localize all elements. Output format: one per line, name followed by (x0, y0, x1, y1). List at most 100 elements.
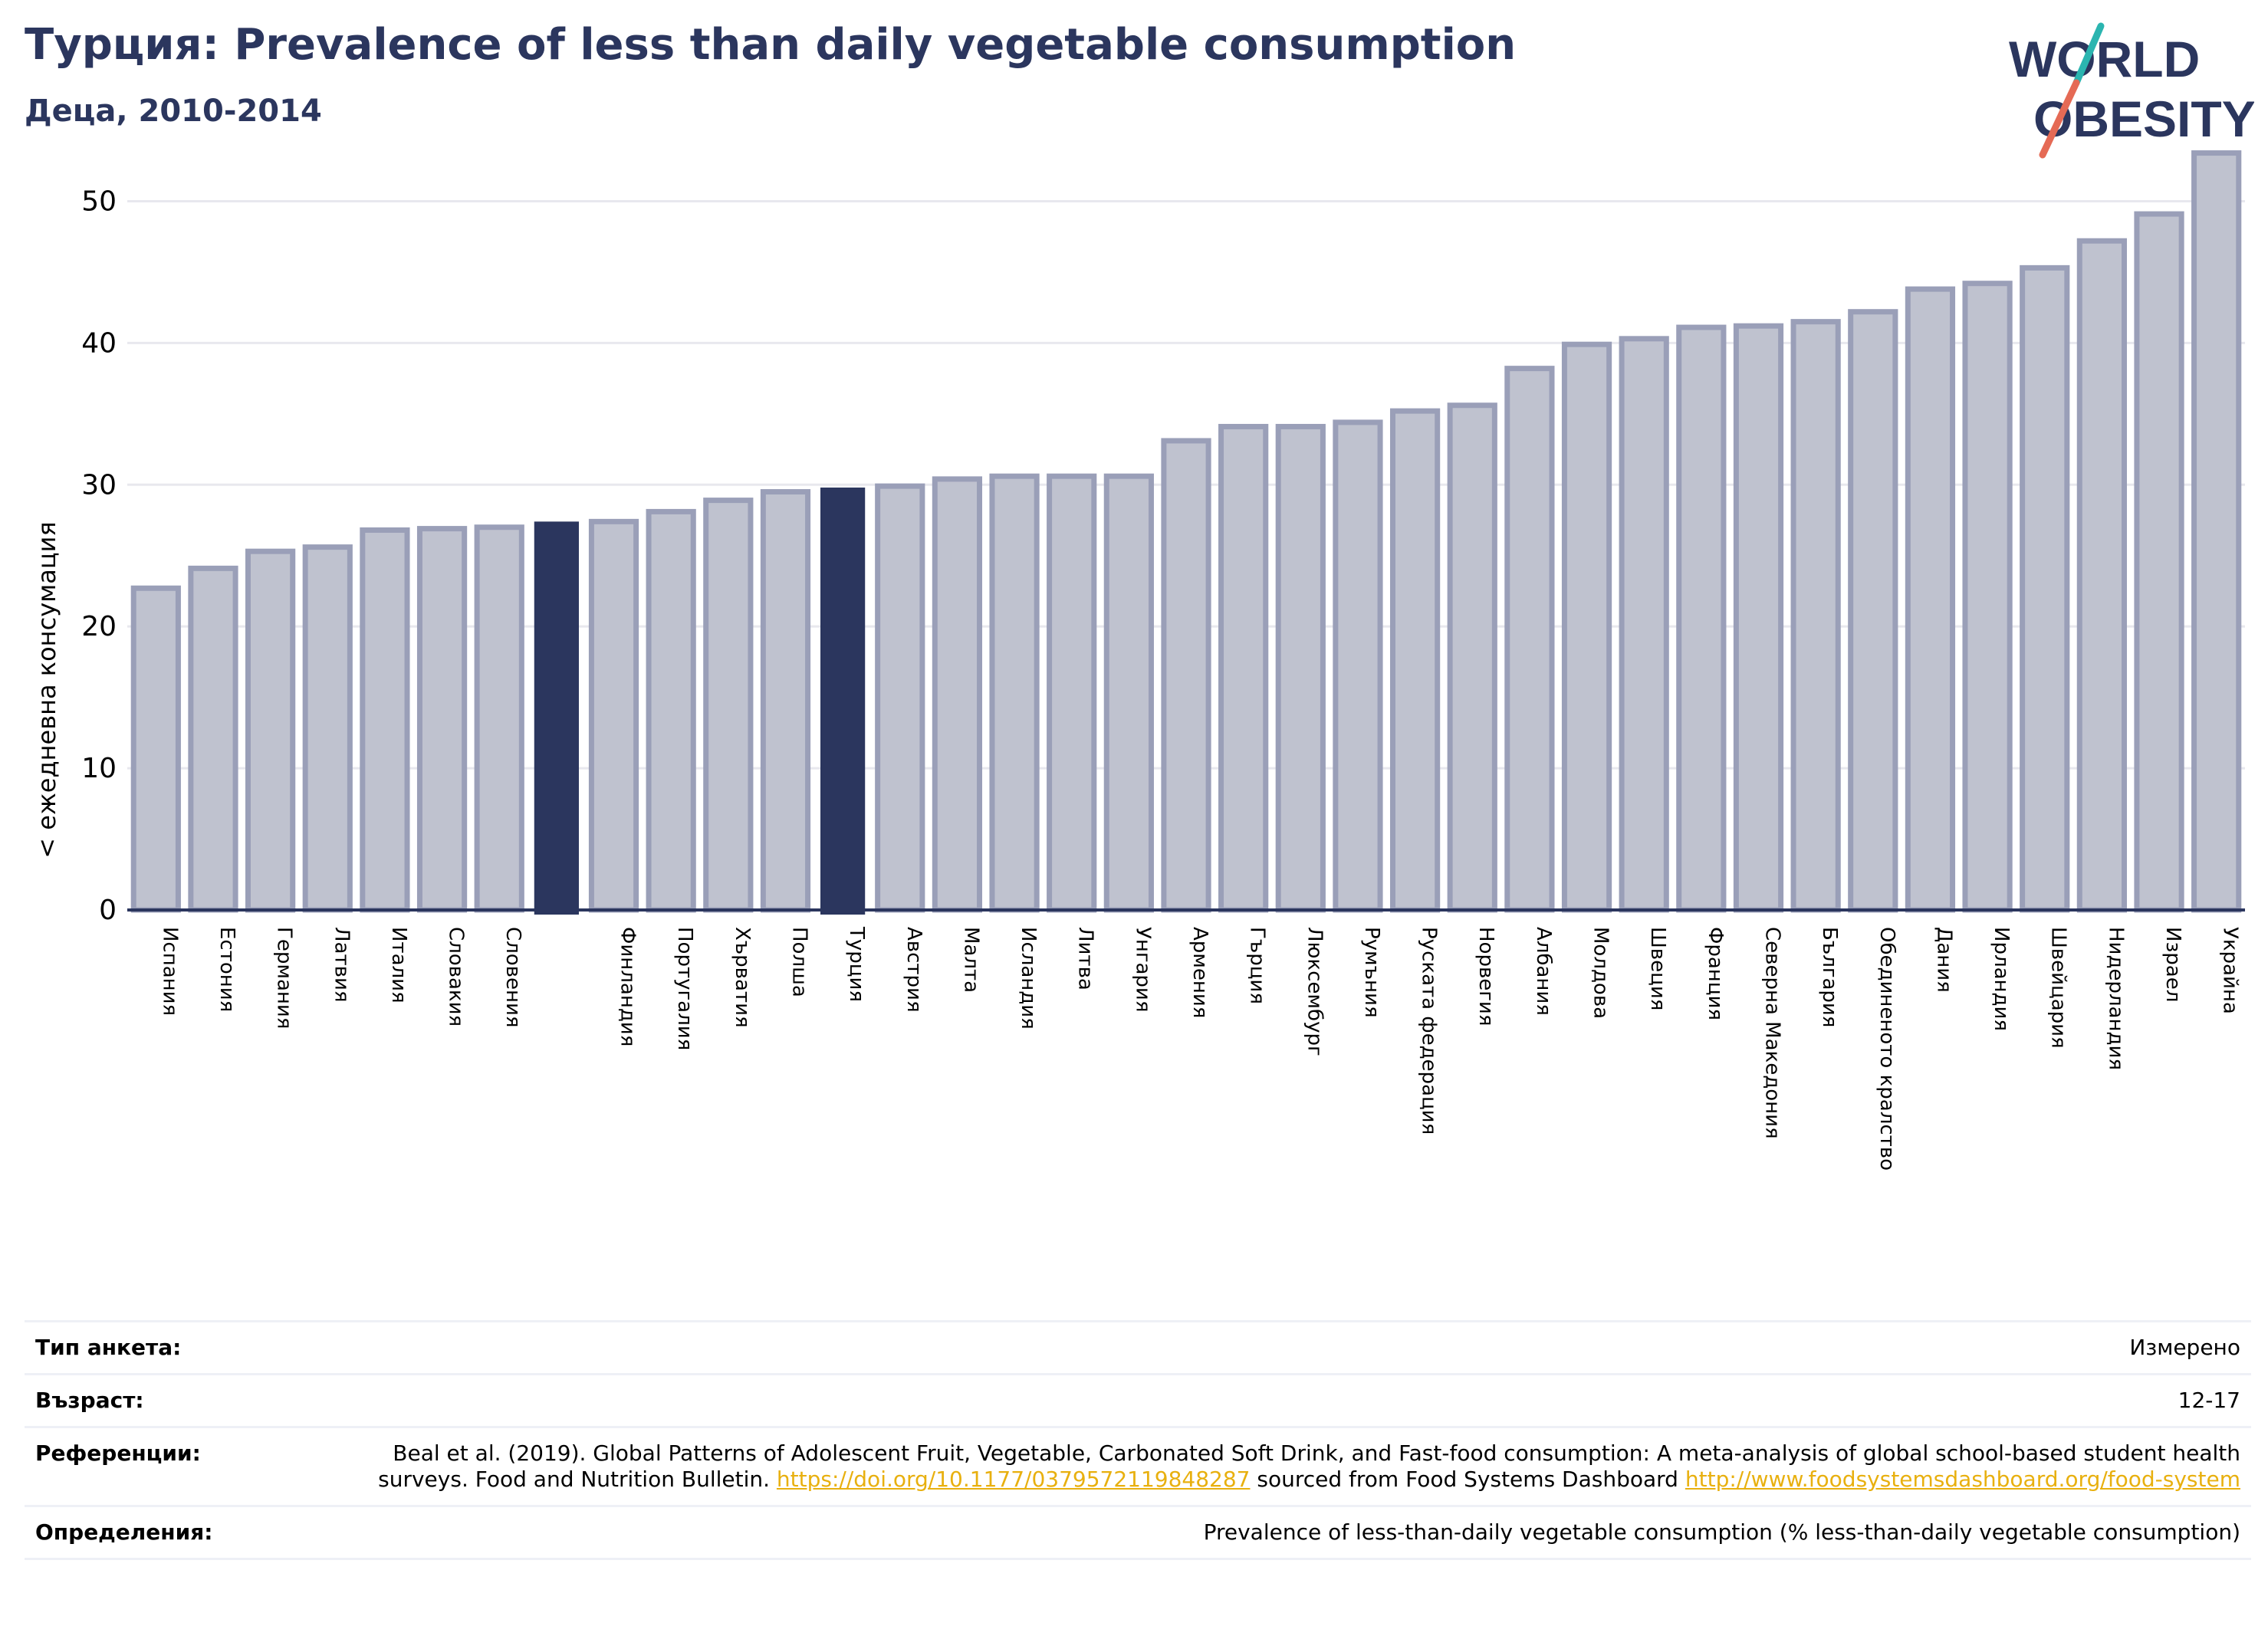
bar (760, 489, 811, 913)
bar (416, 526, 468, 913)
bar (1962, 281, 2013, 913)
x-tick-label: Украйна (2219, 927, 2242, 1014)
bar (1504, 366, 1555, 913)
x-tick-label: Обединеното кралство (1875, 927, 1898, 1171)
x-tick-label: Люксембург (1303, 927, 1326, 1056)
bar (1619, 336, 1669, 913)
meta-row-references: Референции: Beal et al. (2019). Global P… (25, 1426, 2251, 1505)
bar (875, 483, 925, 913)
references-label: Референции: (35, 1440, 201, 1466)
x-tick-label: Армения (1188, 927, 1211, 1018)
x-tick-label: Финландия (616, 927, 639, 1046)
logo-slash-top (2072, 22, 2105, 87)
bar (1047, 473, 1097, 913)
bar (1733, 323, 1784, 913)
x-tick-label: Германия (273, 927, 296, 1029)
x-tick-label: Полша (787, 927, 810, 997)
reference-source: sourced from Food Systems Dashboard (1257, 1467, 1678, 1492)
bar (1333, 419, 1383, 913)
bar (302, 544, 353, 913)
y-tick-label: 50 (81, 186, 117, 217)
bar (646, 508, 696, 913)
x-tick-label: Северна Македония (1760, 927, 1783, 1139)
x-tick-label: Хърватия (731, 927, 754, 1028)
metadata-table: Тип анкета: Измерено Възраст: 12-17 Рефе… (25, 1320, 2251, 1560)
x-tick-label: Латвия (330, 927, 353, 1003)
reference-text: Beal et al. (2019). Global Patterns of A… (378, 1440, 2240, 1492)
y-tick-label: 0 (99, 895, 117, 926)
x-tick-label: Турция (845, 926, 868, 1002)
x-tick-label: Малта (959, 927, 982, 993)
bar (130, 585, 181, 913)
world-obesity-logo: WORLD OBESITY (2009, 22, 2254, 159)
x-tick-label: Словения (501, 927, 524, 1028)
bar (1447, 402, 1497, 913)
x-tick-label: Исландия (1017, 927, 1040, 1030)
age-label: Възраст: (35, 1388, 144, 1413)
labels-layer: 0 10 20 30 40 50 Испания Естония Германия Латвия И… (81, 186, 2241, 1171)
bar (2020, 264, 2070, 913)
logo-text-world: WORLD (2009, 31, 2200, 87)
bar (474, 524, 524, 913)
x-tick-label: Израел (2161, 927, 2184, 1002)
meta-row-age: Възраст: 12-17 (25, 1373, 2251, 1426)
page-title: Турция: Prevalence of less than daily ve… (25, 20, 1517, 70)
x-tick-label: Нидерландия (2104, 927, 2127, 1070)
x-tick-label: Албания (1532, 927, 1555, 1016)
definitions-value: Prevalence of less-than-daily vegetable … (1203, 1519, 2240, 1545)
x-tick-label: Молдова (1589, 927, 1612, 1019)
bar (1389, 408, 1441, 913)
x-tick-label: Дания (1932, 927, 1955, 993)
bar-chart: 0 10 20 30 40 50 Испания Естония Германия Латвия И… (32, 150, 2245, 1171)
x-tick-label: Естония (215, 927, 238, 1012)
y-axis-label: < ежедневна консумация (32, 521, 61, 858)
y-tick-label: 30 (81, 469, 117, 501)
bar (932, 476, 983, 913)
bar (1905, 286, 1956, 913)
bar (588, 518, 639, 913)
bar (1275, 423, 1326, 913)
doi-link[interactable]: https://doi.org/10.1177/0379572119848287 (776, 1467, 1251, 1492)
page-subtitle: Деца, 2010-2014 (25, 94, 322, 129)
bar (1790, 319, 1841, 913)
bar (703, 498, 754, 913)
survey-type-value: Измерено (2129, 1335, 2240, 1360)
bars-layer (130, 150, 2242, 915)
x-tick-label: Словакия (445, 927, 468, 1027)
meta-row-survey: Тип анкета: Измерено (25, 1320, 2251, 1373)
bar (360, 527, 410, 913)
bar (2191, 150, 2242, 913)
x-tick-label: Испания (158, 927, 181, 1016)
bar (188, 565, 238, 913)
definitions-label: Определения: (35, 1519, 213, 1545)
bar (1218, 423, 1269, 913)
bar (989, 473, 1040, 913)
x-tick-label: Норвегия (1474, 927, 1497, 1026)
bar (2076, 238, 2127, 913)
bar (245, 548, 296, 913)
bar (1848, 309, 1898, 913)
dashboard-link[interactable]: http://www.foodsystemsdashboard.org/food… (1685, 1467, 2240, 1492)
x-tick-label: Руската федерация (1418, 927, 1441, 1135)
x-tick-label: Ирландия (1990, 927, 2013, 1031)
x-tick-label: Швейцария (2047, 927, 2070, 1049)
bar (1161, 438, 1211, 913)
survey-type-label: Тип анкета: (35, 1335, 182, 1360)
y-tick-label: 10 (81, 753, 117, 784)
age-value: 12-17 (2178, 1388, 2240, 1413)
y-tick-label: 20 (81, 611, 117, 642)
references-value: Beal et al. (2019). Global Patterns of A… (324, 1440, 2240, 1493)
x-tick-label: Румъния (1360, 927, 1383, 1018)
bar (2134, 211, 2184, 913)
bar (1676, 324, 1727, 913)
x-tick-label: Португалия (673, 927, 696, 1050)
logo-slash-bottom (2039, 79, 2080, 159)
y-tick-label: 40 (81, 327, 117, 359)
bar-highlighted (820, 487, 866, 915)
x-tick-label: Гърция (1246, 927, 1269, 1004)
bar (1103, 473, 1154, 913)
x-tick-label: България (1818, 927, 1841, 1027)
x-tick-label: Австрия (902, 927, 925, 1013)
x-tick-label: Италия (387, 927, 410, 1004)
x-tick-label: Франция (1704, 927, 1727, 1020)
